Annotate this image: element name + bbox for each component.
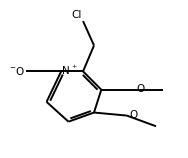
Text: $\mathregular{^{+}}$: $\mathregular{^{+}}$: [71, 63, 78, 72]
Text: $\mathregular{^{-}}$O: $\mathregular{^{-}}$O: [9, 65, 26, 77]
Text: O: O: [137, 84, 145, 94]
Text: O: O: [130, 110, 138, 120]
Text: Cl: Cl: [71, 9, 82, 20]
Text: N: N: [62, 66, 70, 76]
